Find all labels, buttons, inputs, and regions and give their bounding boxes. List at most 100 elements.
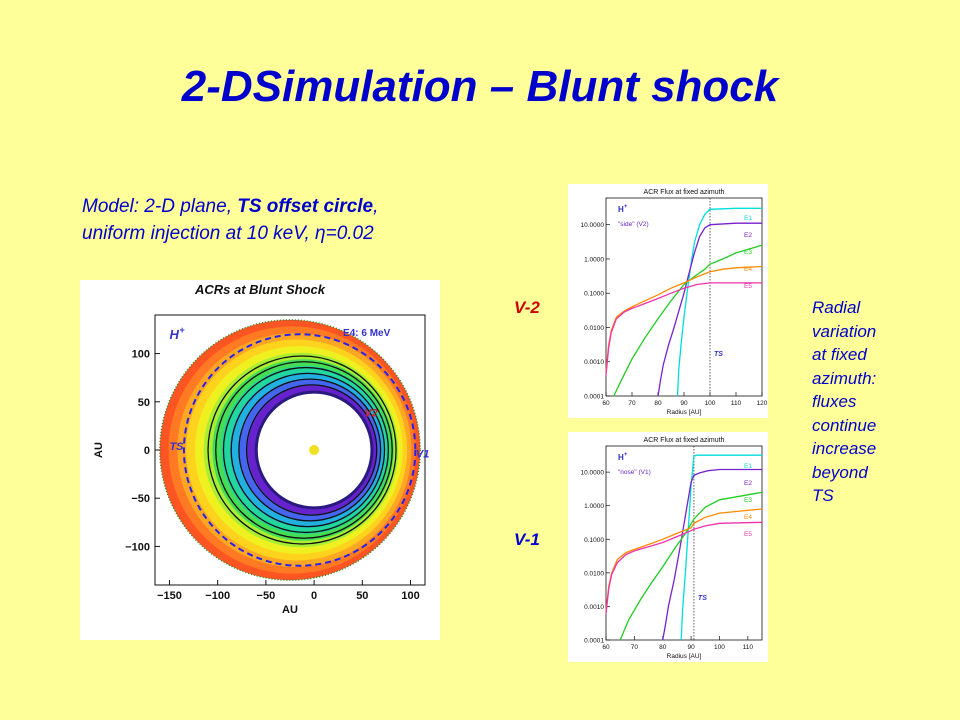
v1-label: V-1 [514, 530, 540, 549]
legend-e2: E2 [744, 232, 752, 239]
contour-line [207, 355, 397, 545]
side-note-line: at fixed [812, 345, 867, 364]
y-tick-label: 0 [144, 445, 150, 457]
side-note-line: beyond [812, 462, 868, 482]
y-tick-label: 100 [132, 349, 150, 361]
x-tick-label: −50 [257, 590, 276, 602]
x-tick-label: 110 [731, 400, 742, 407]
series-line-e5 [605, 521, 763, 614]
legend-e3: E3 [744, 497, 752, 504]
x-tick-label: 0 [311, 590, 317, 602]
model-line-1: Model: 2-D plane, TS offset circle, [82, 193, 482, 220]
chart-subtitle: "side" (V2) [618, 221, 649, 228]
model-line-1-b: , [373, 196, 379, 217]
y-tick-label: 1.0000 [584, 256, 604, 263]
termination-shock [182, 333, 417, 567]
flux-side-chart: ACR Flux at fixed azimuth 10.0000 1.0000 0.… [581, 189, 768, 416]
species-charge: + [624, 452, 628, 458]
side-note-line: variation [812, 321, 877, 341]
v2-annotation: V2 [364, 407, 377, 419]
model-line-1-a: Model: 2-D plane, [82, 196, 238, 217]
x-tick-label: 110 [743, 644, 754, 651]
x-tick-label: 120 [757, 400, 768, 407]
energy-label: E4: 6 MeV [343, 328, 391, 339]
plot-frame [605, 445, 763, 641]
species-charge: + [624, 204, 628, 210]
y-tick-label: 0.0001 [584, 638, 604, 645]
x-tick-label: −150 [157, 590, 182, 602]
chart-title: ACRs at Blunt Shock [194, 282, 326, 297]
ts-annotation: TS [169, 441, 184, 453]
side-note-line: continue [812, 415, 877, 435]
legend-e4: E4 [744, 514, 752, 521]
ts-annotation: TS [698, 595, 707, 602]
x-tick-label: 90 [680, 400, 688, 407]
side-note-line: TS [812, 486, 834, 505]
x-tick-label: 70 [631, 644, 639, 651]
x-tick-label: 80 [659, 644, 667, 651]
ts-annotation: TS [714, 351, 723, 358]
series-line-e4 [605, 508, 763, 612]
species-label: H [618, 453, 624, 462]
y-tick-label: 0.1000 [584, 291, 604, 298]
slide-title: 2-DSimulation – Blunt shock [181, 62, 779, 111]
series-line-e3 [619, 491, 763, 641]
model-line-1-bold: TS offset circle [237, 196, 374, 217]
y-tick-label: 10.0000 [581, 222, 605, 229]
model-description: Model: 2-D plane, TS offset circle, unif… [82, 193, 482, 247]
contour-line [215, 361, 393, 539]
y-tick-label: 0.0100 [584, 325, 604, 332]
v1-annotation: V1 [416, 449, 429, 461]
side-note-line: increase [812, 439, 877, 458]
x-tick-label: 60 [602, 400, 610, 407]
sun-marker [309, 445, 320, 455]
series-line-e2 [662, 468, 762, 641]
y-tick-label: 50 [138, 397, 150, 409]
x-tick-label: 80 [654, 400, 662, 407]
chart-title: ACR Flux at fixed azimuth [644, 437, 725, 444]
legend-e1: E1 [744, 215, 752, 222]
legend-e1: E1 [744, 463, 752, 470]
x-axis-label: Radius [AU] [667, 653, 702, 660]
x-tick-label: 100 [714, 644, 725, 651]
series-line-e3 [613, 244, 763, 397]
legend-e2: E2 [744, 480, 752, 487]
series-line-e5 [605, 282, 762, 376]
series-line-e1 [676, 207, 762, 397]
x-tick-label: 90 [687, 644, 695, 651]
y-tick-label: 0.0010 [584, 604, 604, 611]
contour-line [238, 378, 382, 522]
x-tick-label: 100 [401, 590, 419, 602]
legend-e3: E3 [744, 249, 752, 256]
flux-nose-chart: ACR Flux at fixed azimuth 10.0000 1.0000 0.… [581, 437, 763, 660]
y-tick-label: 1.0000 [584, 503, 604, 510]
contour-line [245, 384, 378, 516]
legend-e5: E5 [744, 531, 752, 538]
side-note: Radial variation at fixed azimuth: fluxe… [812, 296, 922, 508]
flux-side-panel: ACR Flux at fixed azimuth 10.0000 1.0000 0.… [568, 184, 768, 418]
side-note-line: Radial [812, 298, 861, 317]
x-tick-label: 100 [705, 400, 716, 407]
v2-label: V-2 [514, 298, 540, 317]
species-charge: + [179, 325, 184, 335]
y-tick-label: 0.0010 [584, 359, 604, 366]
y-tick-label: 10.0000 [581, 470, 605, 477]
x-tick-label: 70 [628, 400, 636, 407]
contour-line [230, 372, 386, 528]
y-tick-label: 0.1000 [584, 537, 604, 544]
chart-subtitle: "nose" (V1) [618, 469, 651, 476]
species-label: H [618, 205, 624, 214]
y-tick-label: −50 [131, 493, 150, 505]
side-note-line: fluxes [812, 392, 857, 411]
side-note-line: azimuth: [812, 368, 877, 388]
acr-contour-panel: ACRs at Blunt Shock H + E4: 6 MeV TS V2 V1 −150… [80, 280, 440, 640]
x-axis-label: Radius [AU] [667, 409, 702, 416]
y-axis-label: AU [93, 442, 105, 458]
chart-title: ACR Flux at fixed azimuth [644, 189, 725, 196]
acr-contour-chart: ACRs at Blunt Shock H + E4: 6 MeV TS V2 V1 −150… [93, 282, 429, 616]
legend-e4: E4 [744, 266, 752, 273]
legend-e5: E5 [744, 283, 752, 290]
x-tick-label: 60 [602, 644, 610, 651]
x-tick-label: −100 [205, 590, 230, 602]
y-tick-label: 0.0100 [584, 570, 604, 577]
